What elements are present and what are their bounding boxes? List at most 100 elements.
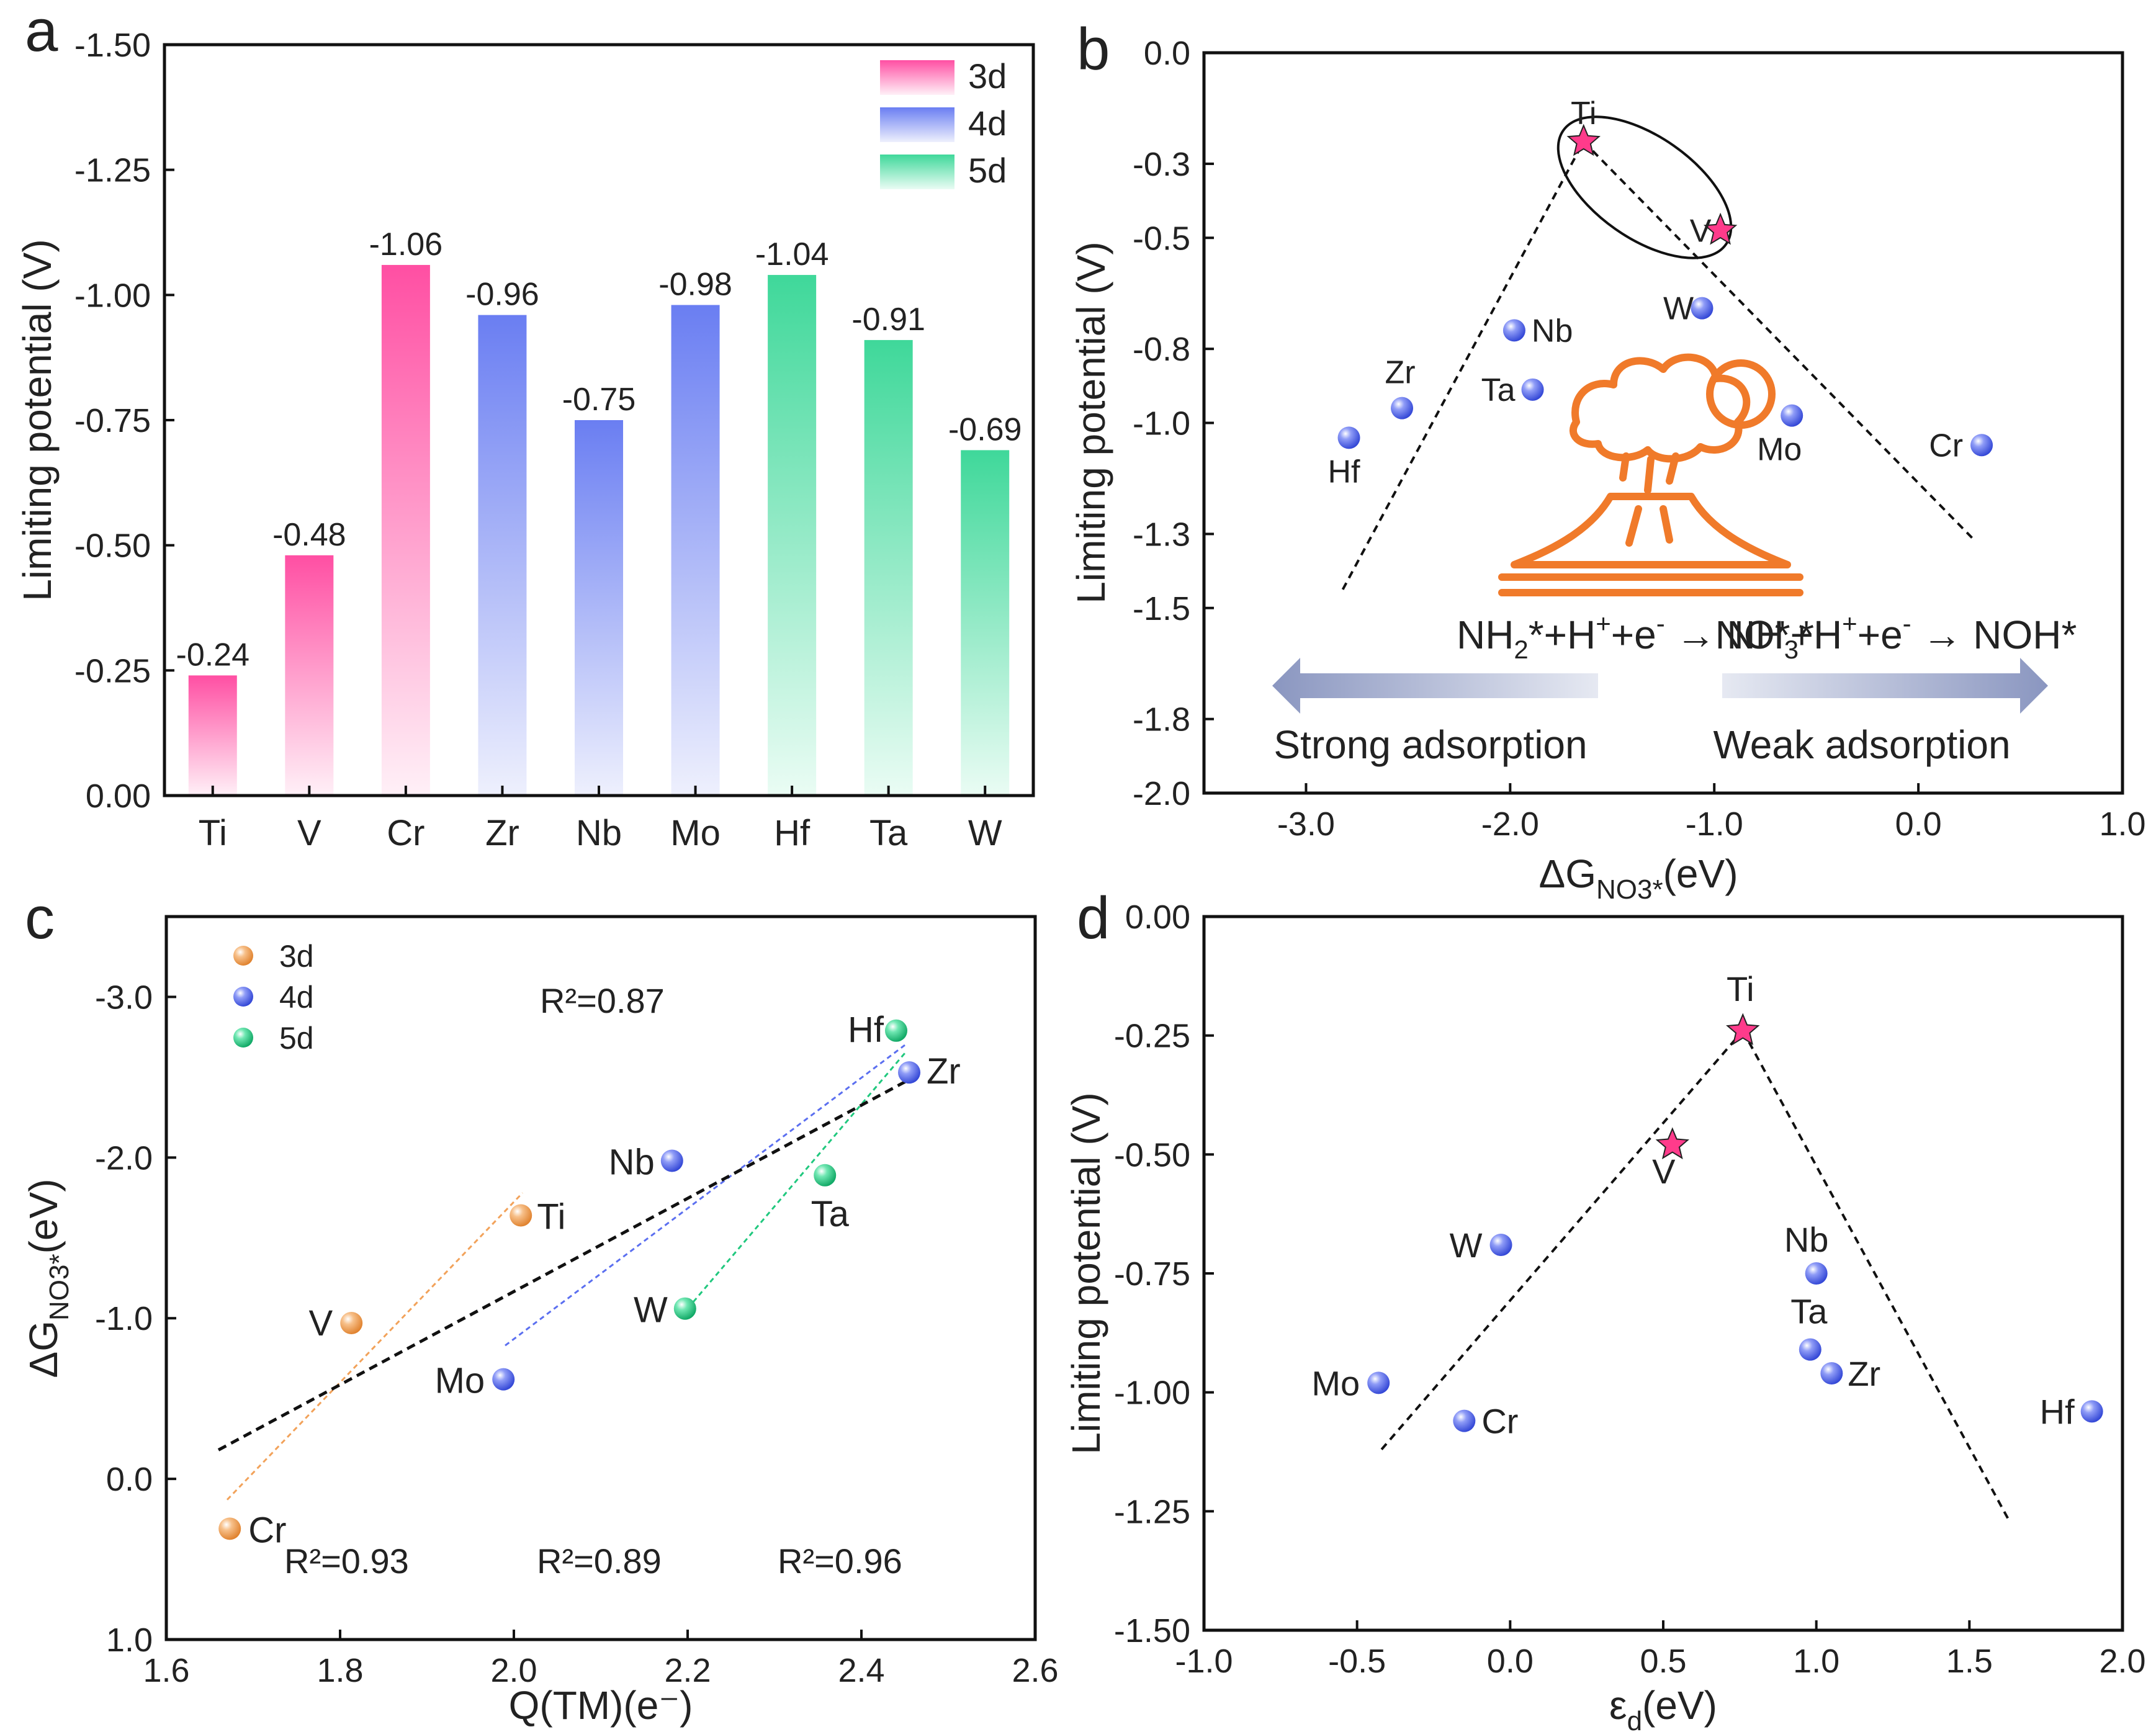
panel-b-right-arrow bbox=[1722, 658, 2048, 714]
panel-b-left-reaction: NH2*+H++e- → NH3* bbox=[1457, 609, 1814, 664]
d-ytick-label: -0.75 bbox=[1114, 1255, 1190, 1293]
a-xtick-label-Zr: Zr bbox=[485, 813, 519, 853]
panel-d-points: Ti V W Nb Ta Zr Mo Cr Hf bbox=[1311, 969, 2103, 1441]
d-xtick-label: 0.5 bbox=[1640, 1643, 1686, 1680]
d-xtick-label: 1.5 bbox=[1946, 1643, 1993, 1680]
panel-a-x-ticks: Ti V Cr Zr Nb Mo Hf Ta W bbox=[199, 786, 1002, 853]
point-star-V bbox=[1703, 212, 1738, 245]
c-ytick-label: 0.0 bbox=[106, 1461, 153, 1498]
bar-Cr bbox=[381, 264, 430, 796]
point-label-Hf: Hf bbox=[848, 1010, 884, 1050]
panel-c-r2-5d: R²=0.96 bbox=[778, 1541, 902, 1581]
point-Hf bbox=[2080, 1400, 2103, 1423]
bar-Zr bbox=[478, 315, 527, 796]
point-star-Ti bbox=[1726, 1013, 1760, 1046]
volcano-line-1 bbox=[1583, 140, 1977, 542]
panel-c-r2-3d: R²=0.93 bbox=[284, 1541, 409, 1581]
c-ytick-label: -1.0 bbox=[95, 1300, 153, 1337]
a-ytick-label: -1.00 bbox=[74, 277, 151, 314]
panel-a-value-labels: -0.24 -0.48 -1.06 -0.96 -0.75 -0.98 -1.04 -0.91… bbox=[176, 227, 1022, 673]
point-star-Ti bbox=[1566, 123, 1601, 156]
panel-b-weak-adsorption-label: Weak adsorption bbox=[1713, 722, 2010, 767]
panel-d-volcano-lines bbox=[1380, 1030, 2011, 1522]
b-ytick-label: -1.8 bbox=[1133, 701, 1190, 738]
point-Cr bbox=[1453, 1409, 1476, 1432]
legend-marker-4d bbox=[233, 987, 253, 1007]
panel-a-bars bbox=[188, 264, 1010, 796]
fit-line-all bbox=[217, 1075, 915, 1452]
a-xtick-label-Ta: Ta bbox=[869, 813, 908, 853]
b-ytick-label: -0.8 bbox=[1133, 331, 1190, 368]
panel-b-highlight-ellipse bbox=[1556, 115, 1733, 259]
point-label-V: V bbox=[1652, 1152, 1676, 1191]
point-label-Cr: Cr bbox=[1929, 428, 1963, 464]
point-Zr bbox=[898, 1061, 920, 1084]
a-xtick-label-Nb: Nb bbox=[576, 813, 622, 853]
panel-b-x-ticks: -3.0 -2.0 -1.0 0.0 1.0 bbox=[1277, 783, 2146, 843]
panel-b-points: Ti V W Nb Zr Ta Hf Mo Cr bbox=[1328, 96, 1993, 490]
point-label-W: W bbox=[1663, 291, 1694, 327]
point-label-Nb: Nb bbox=[1532, 313, 1573, 349]
panel-c-axes-frame bbox=[164, 915, 1037, 1641]
legend-swatch-4d bbox=[880, 107, 954, 142]
legend-label-5d: 5d bbox=[279, 1021, 314, 1056]
point-Nb bbox=[1502, 319, 1525, 342]
panel-d-y-ticks: 0.00 -0.25 -0.50 -0.75 -1.00 -1.25 -1.50 bbox=[1114, 899, 1214, 1649]
point-label-Ta: Ta bbox=[1481, 372, 1516, 408]
point-Zr bbox=[1391, 397, 1414, 420]
panel-b-strong-adsorption-label: Strong adsorption bbox=[1273, 722, 1587, 767]
b-xtick-label: 0.0 bbox=[1895, 805, 1942, 843]
value-label-Zr: -0.96 bbox=[465, 277, 539, 313]
b-xtick-label: -3.0 bbox=[1277, 805, 1335, 843]
panel-c-points: Cr V Ti Mo Nb Zr W Ta Hf bbox=[218, 1010, 961, 1550]
a-xtick-label-Hf: Hf bbox=[774, 813, 811, 853]
point-Nb bbox=[660, 1149, 683, 1172]
panel-a-letter: a bbox=[25, 0, 58, 64]
b-xtick-label: -1.0 bbox=[1686, 805, 1743, 843]
c-xtick-label: 1.8 bbox=[317, 1652, 363, 1689]
point-label-W: W bbox=[1450, 1226, 1483, 1265]
value-label-Cr: -1.06 bbox=[369, 227, 443, 262]
point-label-Nb: Nb bbox=[1784, 1220, 1829, 1259]
fit-line-5d bbox=[686, 1052, 906, 1309]
panel-d-x-axis-label: εd(eV) bbox=[1609, 1683, 1717, 1732]
point-label-Ti: Ti bbox=[1727, 969, 1754, 1008]
panel-c-scatter: c Cr V Ti Mo Nb Zr W Ta Hf 1.0 0.0 -1.0 -2.0 -3.0 1.… bbox=[21, 885, 1059, 1728]
a-xtick-label-Mo: Mo bbox=[670, 813, 721, 853]
panel-c-r2-all: R²=0.87 bbox=[540, 981, 665, 1020]
bar-Mo bbox=[671, 305, 720, 796]
point-label-Mo: Mo bbox=[1757, 432, 1802, 468]
panel-c-r2-4d: R²=0.89 bbox=[537, 1541, 662, 1581]
panel-c-x-axis-label: Q(TM)(e⁻) bbox=[509, 1683, 693, 1728]
legend-label-4d: 4d bbox=[279, 980, 314, 1015]
panel-b-x-axis-label: ΔGNO3*(eV) bbox=[1538, 851, 1738, 905]
c-ytick-label: 1.0 bbox=[106, 1622, 153, 1659]
point-label-Ta: Ta bbox=[1790, 1292, 1828, 1331]
panel-b-volcano-plot: b Ti V W Nb Zr Ta Hf Mo Cr 0.0 -0.3 -0.5 -0.8 -1.0 -1… bbox=[1069, 16, 2146, 905]
panel-c-x-ticks: 1.6 1.8 2.0 2.2 2.4 2.6 bbox=[143, 1630, 1059, 1689]
point-label-Cr: Cr bbox=[1481, 1402, 1518, 1441]
point-Hf bbox=[1337, 426, 1360, 449]
d-xtick-label: 1.0 bbox=[1793, 1643, 1839, 1680]
a-ytick-label: -0.75 bbox=[74, 402, 151, 439]
volcano-icon bbox=[1498, 353, 1803, 596]
a-xtick-label-W: W bbox=[968, 813, 1002, 853]
panel-d-x-ticks: -1.0 -0.5 0.0 0.5 1.0 1.5 2.0 bbox=[1175, 1620, 2146, 1680]
point-label-Mo: Mo bbox=[435, 1361, 485, 1401]
panel-c-letter: c bbox=[25, 885, 55, 951]
panel-a-y-ticks: 0.00 -0.25 -0.50 -0.75 -1.00 -1.25 -1.50 bbox=[74, 27, 174, 815]
d-ytick-label: -0.50 bbox=[1114, 1136, 1190, 1173]
d-ytick-label: 0.00 bbox=[1125, 899, 1190, 936]
value-label-Mo: -0.98 bbox=[658, 266, 732, 302]
value-label-W: -0.69 bbox=[948, 411, 1022, 447]
d-ytick-label: -1.25 bbox=[1114, 1493, 1190, 1530]
b-ytick-label: -1.3 bbox=[1133, 516, 1190, 553]
a-ytick-label: -1.25 bbox=[74, 152, 151, 189]
panel-c-legend: 3d 4d 5d bbox=[233, 939, 314, 1056]
point-label-Ta: Ta bbox=[811, 1194, 850, 1234]
bar-Nb bbox=[575, 420, 623, 796]
c-xtick-label: 2.6 bbox=[1012, 1652, 1058, 1689]
panel-d-scatter: d Ti V W Nb Ta Zr Mo Cr Hf 0.00 -0.25 -0.50 -0.75 -1… bbox=[1064, 885, 2146, 1732]
fit-line-3d bbox=[226, 1192, 524, 1501]
